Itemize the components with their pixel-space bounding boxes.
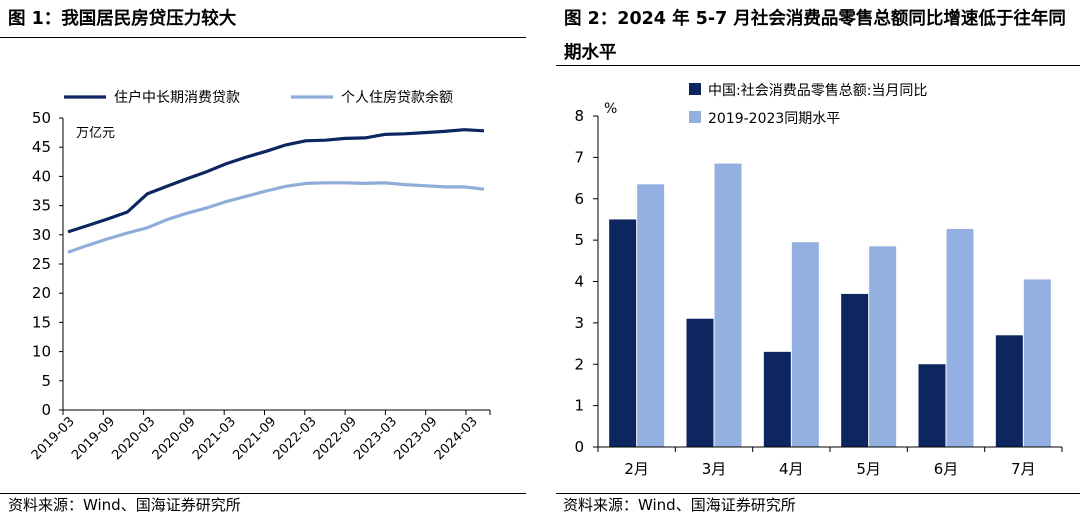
left-y-tick-label: 40 — [32, 167, 51, 185]
left-y-tick-label: 20 — [32, 284, 51, 302]
left-x-tick-label: 2019-03 — [29, 414, 78, 463]
left-source-note: 资料来源：Wind、国海证券研究所 — [8, 496, 241, 514]
right-bar-s1-4 — [841, 293, 869, 447]
left-x-tick-label: 2021-09 — [230, 414, 279, 463]
right-source-note: 资料来源：Wind、国海证券研究所 — [563, 496, 796, 514]
left-y-tick-label: 30 — [32, 226, 51, 244]
right-x-tick-label: 6月 — [934, 460, 959, 478]
right-bar-s1-1 — [609, 219, 637, 447]
right-bar-s2-5 — [946, 228, 974, 447]
right-legend-label-1: 中国:社会消费品零售总额:当月同比 — [708, 83, 927, 99]
right-y-tick-label: 0 — [574, 438, 584, 456]
left-x-tick-label: 2019-09 — [69, 414, 118, 463]
left-y-tick-label: 45 — [32, 138, 51, 156]
right-x-tick-label: 5月 — [856, 460, 881, 478]
left-y-tick-label: 50 — [32, 109, 51, 127]
right-x-tick-label: 2月 — [624, 460, 649, 478]
right-y-tick-label: 4 — [574, 273, 584, 291]
left-y-tick-label: 15 — [32, 313, 51, 331]
right-x-tick-label: 4月 — [779, 460, 804, 478]
right-y-tick-label: 1 — [574, 397, 584, 415]
right-y-tick-label: 2 — [574, 355, 584, 373]
left-y-tick-label: 10 — [32, 343, 51, 361]
left-x-tick-label: 2024-03 — [432, 414, 481, 463]
left-x-tick-label: 2020-03 — [109, 414, 158, 463]
right-unit-label: % — [604, 101, 617, 117]
left-y-tick-label: 25 — [32, 255, 51, 273]
right-bar-s2-6 — [1023, 279, 1051, 447]
right-bar-s2-1 — [637, 184, 665, 448]
right-bar-s1-3 — [763, 351, 791, 447]
left-x-tick-label: 2020-09 — [150, 414, 199, 463]
right-bar-s1-5 — [918, 364, 946, 447]
left-x-tick-label: 2021-03 — [190, 414, 239, 463]
left-series-line-2 — [67, 181, 485, 254]
right-bar-s2-2 — [714, 163, 742, 448]
left-legend-label-1: 住户中长期消费贷款 — [114, 89, 240, 106]
right-y-tick-label: 6 — [574, 190, 584, 208]
right-legend-label-2: 2019-2023同期水平 — [708, 111, 840, 127]
left-x-tick-label: 2023-03 — [351, 414, 400, 463]
left-chart-title: 图 1：我国居民房贷压力较大 — [8, 9, 237, 29]
right-y-tick-label: 8 — [574, 107, 584, 125]
right-x-tick-label: 3月 — [702, 460, 727, 478]
left-y-tick-label: 0 — [41, 401, 51, 419]
right-y-tick-label: 3 — [574, 314, 584, 332]
left-unit-label: 万亿元 — [76, 126, 115, 141]
right-x-tick-label: 7月 — [1011, 460, 1036, 478]
left-x-tick-label: 2022-09 — [311, 414, 360, 463]
right-source-rule — [556, 493, 1080, 494]
left-y-tick-label: 35 — [32, 197, 51, 215]
right-bar-s1-6 — [995, 335, 1023, 447]
left-y-tick-label: 5 — [41, 372, 51, 390]
right-y-tick-label: 5 — [574, 231, 584, 249]
right-y-tick-label: 7 — [574, 148, 584, 166]
right-title-rule — [556, 65, 1080, 66]
left-series-line-1 — [67, 128, 485, 234]
right-bar-s2-4 — [869, 246, 897, 447]
left-legend-label-2: 个人住房贷款余额 — [341, 89, 453, 106]
right-legend-swatch-1 — [689, 83, 701, 95]
right-bar-s2-3 — [791, 242, 819, 447]
left-x-tick-label: 2023-09 — [392, 414, 441, 463]
right-bar-s1-2 — [686, 318, 714, 447]
right-chart-title: 图 2：2024 年 5-7 月社会消费品零售总额同比增速低于往年同期水平 — [564, 9, 1066, 63]
left-source-rule — [0, 493, 526, 494]
left-x-tick-label: 2022-03 — [271, 414, 320, 463]
left-title-rule — [0, 37, 526, 38]
right-legend-swatch-2 — [689, 111, 701, 123]
